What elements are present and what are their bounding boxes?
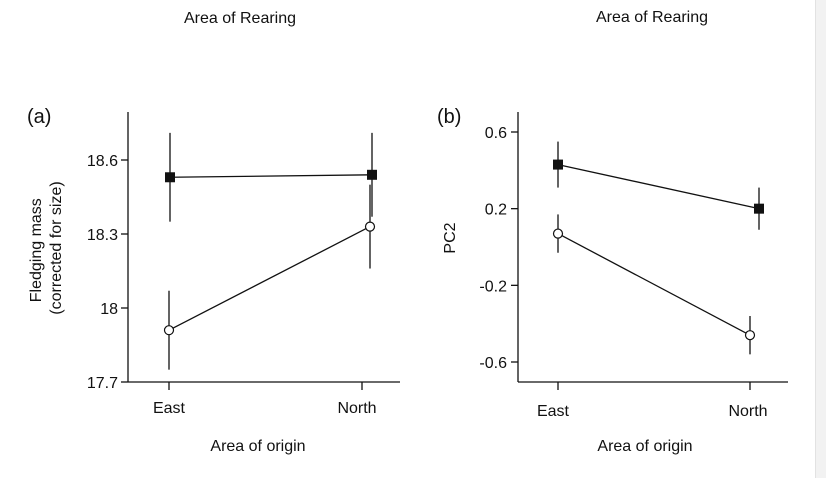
panel-a: Area of Rearing (a) Fledging mass (corre…	[27, 10, 400, 455]
panel-a-y-tick-label: 18.6	[87, 153, 118, 170]
panel-b-label: (b)	[437, 106, 461, 128]
panel-a-y-tick-label: 18.3	[87, 227, 118, 244]
panel-a-plot-area: 17.7 18 18.3 18.6 East North	[87, 112, 400, 417]
panel-b-series-square-point	[553, 159, 563, 170]
panel-b-y-tick-label: -0.2	[479, 278, 507, 295]
panel-b-x-tick-label: North	[728, 403, 767, 420]
panel-a-y-tick-label: 18	[100, 301, 118, 318]
window-right-edge	[815, 0, 826, 478]
panel-b-series-square-line	[557, 163, 760, 210]
panel-a-label: (a)	[27, 106, 51, 128]
panel-a-series-circle-line	[168, 226, 371, 331]
panel-a-series-circle-point	[163, 325, 175, 336]
panel-a-x-tick-label: East	[153, 400, 186, 417]
panel-b-top-title: Area of Rearing	[596, 9, 708, 26]
panel-a-y-axis-label-line-1: Fledging mass	[28, 198, 45, 302]
panel-a-x-axis-label: Area of origin	[210, 438, 305, 455]
panel-b-x-tick-label: East	[537, 403, 570, 420]
panel-a-series-square-line	[169, 174, 373, 178]
panel-b: Area of Rearing (b) PC2 Area of origin 0…	[437, 9, 788, 455]
panel-b-x-axis-label: Area of origin	[597, 438, 692, 455]
panel-b-series-circle-line	[557, 233, 751, 336]
panel-b-y-tick-label: 0.6	[485, 125, 507, 142]
panel-b-series-square-point	[754, 203, 764, 214]
panel-a-y-tick-label: 17.7	[87, 375, 118, 392]
panel-b-series-circle-point	[744, 330, 756, 341]
panel-a-series-square-point	[367, 169, 377, 180]
panel-b-y-tick-label: -0.6	[479, 355, 507, 372]
panel-b-y-axis-label: PC2	[442, 222, 459, 253]
panel-a-top-title: Area of Rearing	[184, 10, 296, 27]
panel-a-series-square-point	[165, 172, 175, 183]
panel-a-series-circle-point	[364, 221, 376, 232]
panel-b-y-tick-label: 0.2	[485, 202, 507, 219]
panel-b-series-circle-point	[552, 228, 564, 239]
panel-a-x-tick-label: North	[337, 400, 376, 417]
panel-a-y-axis-label: Fledging mass (corrected for size)	[28, 181, 65, 314]
panel-a-y-axis-label-line-2: (corrected for size)	[48, 181, 65, 314]
panel-b-plot-area: 0.6 0.2 -0.2 -0.6 East North	[479, 112, 788, 420]
